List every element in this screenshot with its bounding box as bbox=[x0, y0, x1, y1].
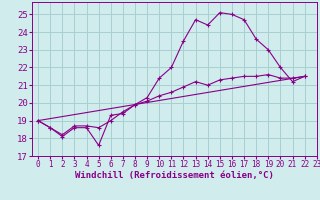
X-axis label: Windchill (Refroidissement éolien,°C): Windchill (Refroidissement éolien,°C) bbox=[75, 171, 274, 180]
